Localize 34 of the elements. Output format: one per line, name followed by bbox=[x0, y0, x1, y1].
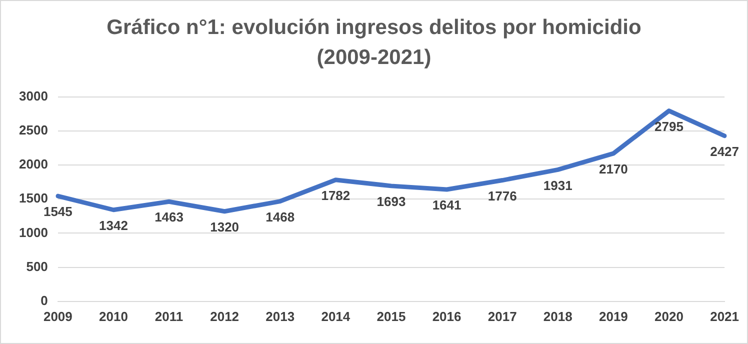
x-tick-label: 2014 bbox=[321, 308, 351, 324]
x-tick-label: 2019 bbox=[598, 308, 628, 324]
data-label: 1693 bbox=[376, 194, 406, 210]
x-tick-label: 2012 bbox=[210, 308, 240, 324]
data-label: 1776 bbox=[488, 188, 517, 204]
y-tick-label: 0 bbox=[40, 292, 48, 308]
data-label: 2170 bbox=[598, 161, 628, 176]
y-tick-label: 2500 bbox=[19, 122, 48, 138]
x-tick-label: 2013 bbox=[266, 308, 295, 324]
data-label: 1463 bbox=[154, 210, 184, 225]
data-label: 1342 bbox=[99, 218, 128, 233]
x-tick-label: 2010 bbox=[99, 308, 128, 324]
x-tick-label: 2020 bbox=[654, 308, 684, 324]
y-tick-label: 500 bbox=[26, 258, 48, 274]
y-tick-label: 3000 bbox=[19, 88, 48, 104]
chart-title: Gráfico n°1: evolución ingresos delitos por homicidio (2009-2021) bbox=[106, 15, 642, 71]
x-tick-label: 2021 bbox=[710, 308, 739, 324]
data-label: 1545 bbox=[43, 204, 72, 220]
data-label: 2795 bbox=[654, 118, 684, 134]
x-tick-label: 2016 bbox=[432, 308, 462, 324]
data-label: 2427 bbox=[710, 144, 739, 159]
y-tick-label: 1500 bbox=[19, 190, 48, 206]
y-tick-label: 2000 bbox=[19, 156, 48, 172]
x-tick-label: 2011 bbox=[154, 308, 184, 324]
x-tick-label: 2018 bbox=[543, 308, 572, 324]
data-label: 1782 bbox=[321, 188, 350, 203]
data-label: 1931 bbox=[543, 178, 572, 193]
x-tick-label: 2015 bbox=[376, 308, 406, 324]
x-tick-label: 2017 bbox=[488, 308, 517, 324]
data-label: 1468 bbox=[266, 209, 295, 224]
data-label: 1641 bbox=[432, 198, 462, 213]
y-tick-label: 1000 bbox=[19, 224, 48, 240]
x-tick-label: 2009 bbox=[43, 308, 72, 324]
data-label: 1320 bbox=[210, 219, 240, 234]
